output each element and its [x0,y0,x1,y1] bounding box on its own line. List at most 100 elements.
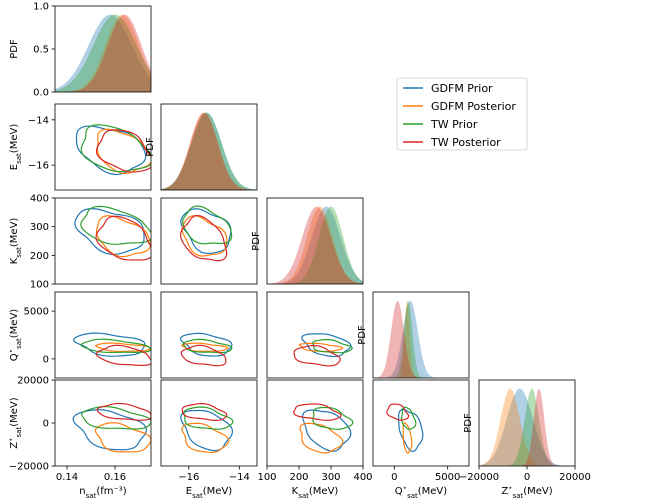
contour-tw-posterior [180,344,227,367]
panel-Z-E: −16 −14 Esat(MeV) [160,379,258,498]
contour-gdfm-prior [179,332,233,357]
y-tick-label: −14 [28,115,49,126]
y-tick-label: −20000 [9,462,49,473]
contour-gdfm-prior [72,332,146,357]
label-unit: (MeV) [9,124,20,154]
contour-gdfm-posterior [96,128,151,175]
y-tick-label: 200 [30,251,49,262]
label-unit: (MeV) [523,486,553,497]
density-gdfm-prior [373,300,469,378]
x-tick-label: 5000 [435,472,460,483]
panel-Q-K [266,291,364,379]
panel-frame [372,291,470,379]
contour-tw-posterior [181,402,228,421]
label-sub: sat [15,247,23,258]
panel-Q-Q: PDF [357,291,470,379]
label-main: Z [501,486,508,497]
density-tw-prior [267,206,363,284]
x-tick-label: 100 [257,472,276,483]
label-main: n [79,486,85,497]
density-gdfm-prior [161,112,257,190]
x-tick-label: 0.16 [104,472,126,483]
panel-frame [54,379,152,467]
contour-tw-posterior [293,403,342,421]
panel-frame [160,197,258,285]
x-tick-label: −20000 [459,472,499,483]
panel-E-n: −16 −14 Esat(MeV) [9,103,152,191]
x-tick-label: 0 [391,472,397,483]
contour-gdfm-posterior [298,342,344,353]
x-tick-label: 400 [353,472,372,483]
panel-K-E [160,197,258,285]
legend-label: TW Prior [430,118,478,131]
x-axis-label: Ksat(MeV) [292,486,339,498]
contour-tw-posterior [95,344,151,366]
panel-n-n: 0.0 0.5 1.0 PDF [9,2,152,99]
x-tick-label: 300 [321,472,340,483]
legend-label: TW Posterior [430,136,501,149]
panel-frame [266,291,364,379]
panel-frame [160,103,258,191]
diag-pdf-label: PDF [463,413,474,433]
label-sub: sat [298,492,309,498]
x-tick-label: 0 [524,472,530,483]
y-tick-label: 0.5 [33,45,49,56]
label-star: ⋆ [7,437,15,441]
x-tick-label: −16 [178,472,199,483]
diag-pdf-label: PDF [145,137,156,157]
x-axis-label: nsat(fm⁻³) [79,486,126,498]
density-tw-posterior [373,300,469,378]
contour-tw-prior [81,406,151,430]
plot-area [55,14,151,92]
label-sub: sat [15,338,23,349]
density-gdfm-posterior [55,14,151,92]
density-gdfm-posterior [161,112,257,190]
plot-area [479,388,575,466]
contour-tw-posterior [95,129,151,173]
contour-gdfm-posterior [181,342,229,352]
panel-E-E: PDF [145,103,258,191]
y-tick-label: 400 [30,194,49,205]
label-main: Q [395,486,403,497]
legend: GDFM Prior GDFM Posterior TW Prior TW Poste… [396,77,528,151]
density-gdfm-prior [267,206,363,284]
x-tick-label: 20000 [559,472,591,483]
y-tick-label: −16 [28,161,49,172]
label-main: E [186,486,192,497]
label-main: E [9,164,20,170]
label-unit: (MeV) [9,397,20,427]
density-tw-posterior [267,206,363,284]
panel-K-n: 100 200 300 400 Ksat(MeV) [9,194,152,291]
plot-area [161,112,257,190]
x-tick-label: 0.14 [56,472,78,483]
contour-tw-prior [400,406,417,430]
contour-tw-posterior [293,344,341,367]
density-gdfm-posterior [267,206,363,284]
y-tick-label: 5000 [24,307,49,318]
contour-gdfm-posterior [299,422,344,454]
label-unit: (MeV) [203,486,233,497]
contour-gdfm-posterior [95,342,151,353]
plot-area [72,402,151,453]
plot-area [267,206,363,284]
x-tick-label: 200 [289,472,308,483]
legend-frame [396,77,528,151]
y-tick-label: 300 [30,222,49,233]
label-main: K [9,257,20,264]
panel-frame [160,379,258,467]
y-tick-label: 100 [30,280,49,291]
panel-Q-E [160,291,258,379]
label-star: ⋆ [403,484,407,492]
plot-area [75,124,151,176]
label-sub: sat [513,492,524,498]
density-tw-prior [479,388,575,466]
y-axis-label: Z⋆sat(MeV) [7,397,23,448]
panel-frame [266,197,364,285]
y-axis-label: Q⋆sat(MeV) [7,309,23,361]
label-star: ⋆ [508,484,512,492]
contour-tw-posterior [179,215,228,262]
y-tick-label: 20000 [17,376,49,387]
label-main: Q [9,353,20,361]
